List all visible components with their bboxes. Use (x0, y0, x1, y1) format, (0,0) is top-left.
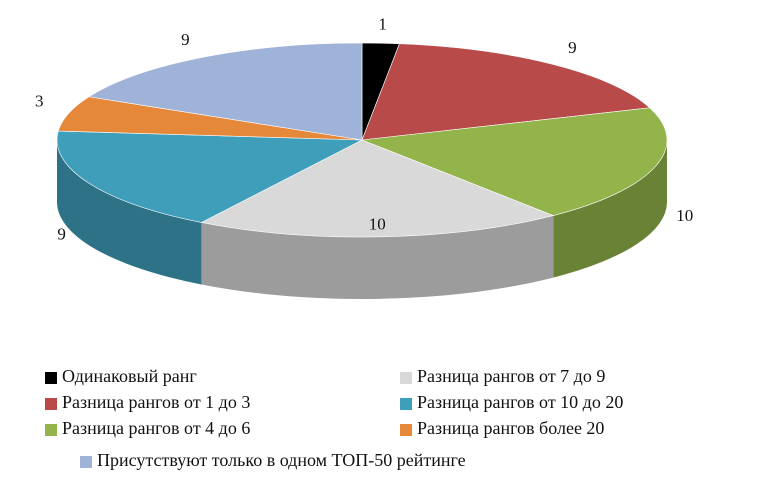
legend-swatch (45, 424, 57, 436)
legend-swatch (400, 372, 412, 384)
slice-side (56, 140, 202, 285)
legend-swatch (80, 456, 92, 468)
slice-side (553, 140, 667, 278)
data-label: 9 (181, 30, 190, 49)
data-label: 9 (568, 38, 577, 57)
legend-label: Одинаковый ранг (62, 366, 197, 386)
data-label: 10 (369, 214, 386, 233)
legend-swatch (400, 424, 412, 436)
legend-label: Разница рангов от 1 до 3 (62, 392, 250, 412)
slice (200, 139, 555, 238)
data-label: 10 (676, 206, 693, 225)
legend-swatch (400, 398, 412, 410)
legend-label: Разница рангов более 20 (417, 418, 604, 438)
legend-label: Разница рангов от 4 до 6 (62, 418, 250, 438)
data-label: 1 (378, 14, 387, 33)
slice-side (201, 215, 554, 299)
data-label: 9 (57, 224, 66, 243)
legend-label: Разница рангов от 10 до 20 (417, 392, 623, 412)
legend-label: Присутствуют только в одном ТОП-50 рейти… (97, 450, 466, 470)
data-label: 3 (35, 92, 44, 111)
slice (56, 130, 363, 223)
legend-swatch (45, 398, 57, 410)
slice (361, 43, 651, 141)
legend-label: Разница рангов от 7 до 9 (417, 366, 605, 386)
legend-swatch (45, 372, 57, 384)
slice (361, 107, 668, 216)
slice (88, 42, 363, 141)
